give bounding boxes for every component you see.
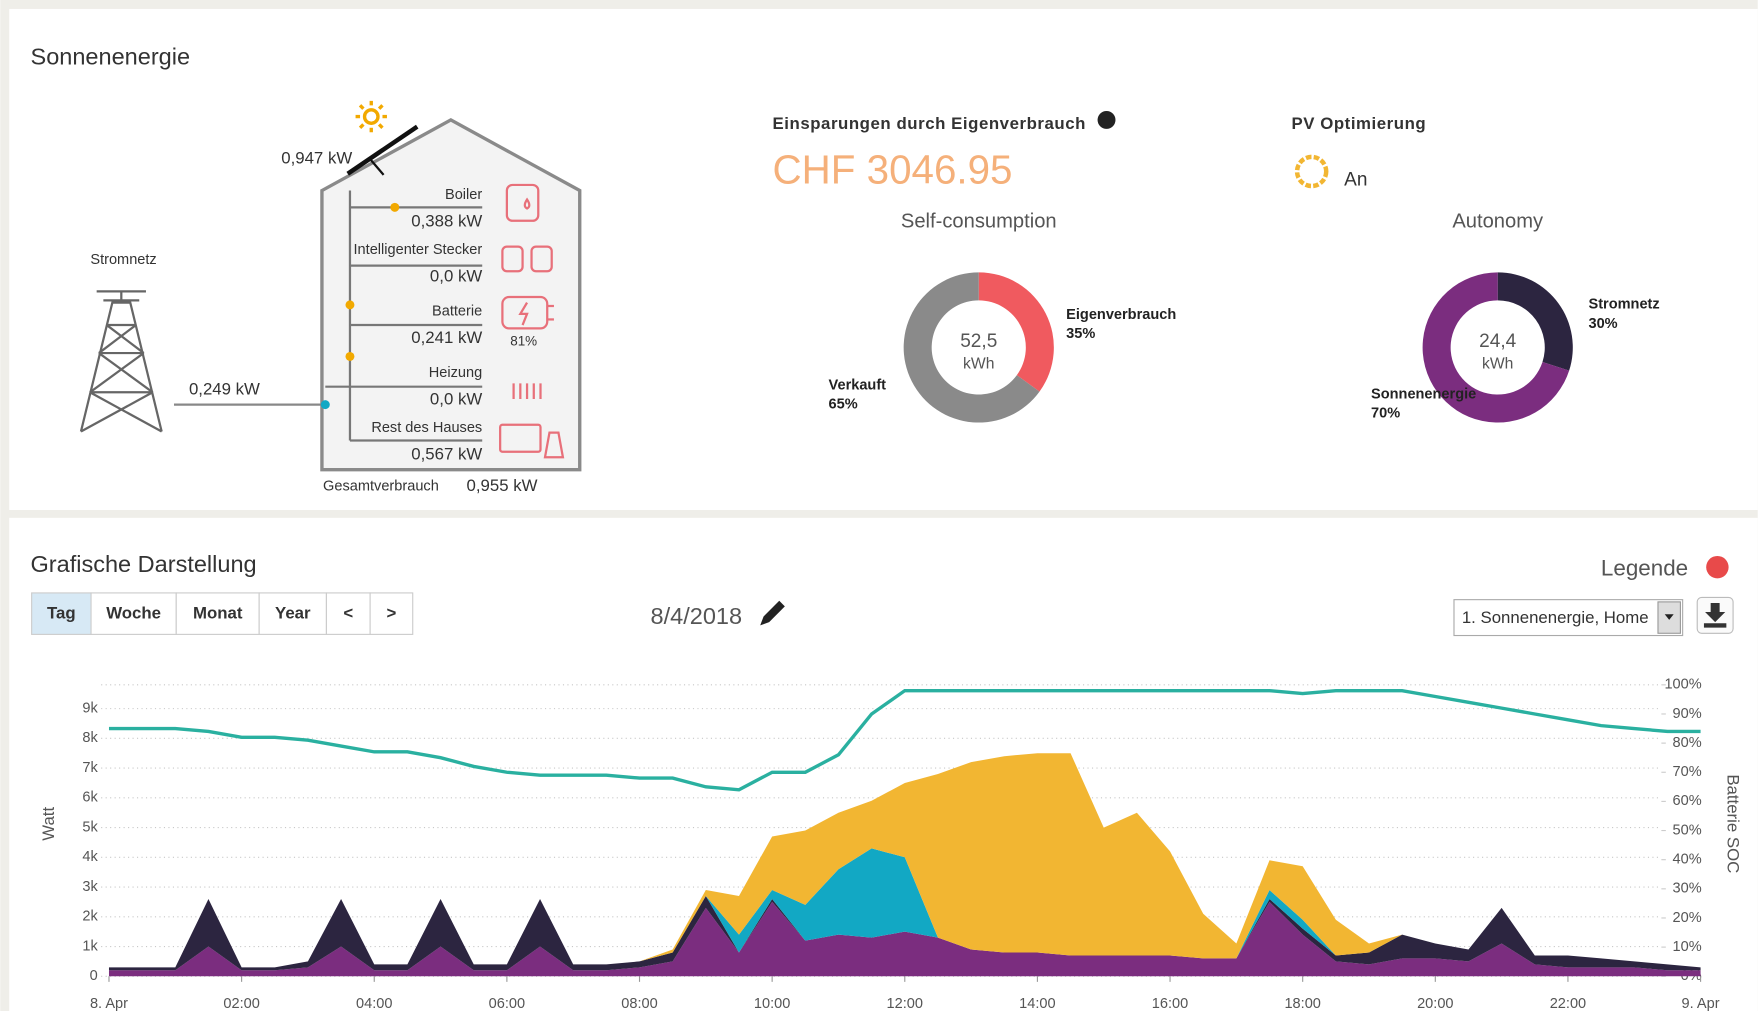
y-tick-label: 4k bbox=[82, 849, 98, 865]
load-power: 0,0 kW bbox=[430, 390, 482, 409]
y-tick-label: 3k bbox=[82, 879, 98, 895]
button-label: Tag bbox=[47, 604, 76, 623]
x-tick-label: 18:00 bbox=[1284, 996, 1320, 1011]
y-tick-label: 0 bbox=[90, 968, 98, 984]
y-axis-label: Watt bbox=[39, 807, 58, 841]
center-value: 52,5 bbox=[960, 331, 997, 352]
info-icon[interactable] bbox=[1706, 556, 1728, 578]
load-name: Rest des Hauses bbox=[371, 420, 482, 436]
savings-amount: CHF 3046.95 bbox=[773, 146, 1013, 192]
load-name: Boiler bbox=[445, 187, 482, 203]
slice-label: Stromnetz bbox=[1588, 297, 1659, 313]
date[interactable]: 8/4/2018 bbox=[651, 603, 743, 629]
y-tick-label: 6k bbox=[82, 790, 98, 806]
load-power: 0,241 kW bbox=[411, 328, 482, 347]
slice-value: 70% bbox=[1371, 405, 1400, 421]
y2-tick-label: 50% bbox=[1673, 822, 1702, 838]
y2-tick-label: 30% bbox=[1673, 881, 1702, 897]
load-name: Batterie bbox=[432, 303, 482, 319]
load-name: Heizung bbox=[429, 365, 482, 381]
info-icon[interactable] bbox=[1098, 111, 1116, 129]
y2-tick-label: 100% bbox=[1664, 677, 1701, 693]
x-tick-label: 08:00 bbox=[621, 996, 657, 1011]
battery-level: 81% bbox=[510, 333, 537, 348]
chart-title: Self-consumption bbox=[901, 210, 1057, 232]
y-tick-label: 9k bbox=[82, 700, 98, 716]
page: Sonnenenergie 0,947 kW Stromnetz 0,249 k… bbox=[0, 0, 1758, 1011]
button-label: > bbox=[387, 604, 397, 623]
slice-label: Eigenverbrauch bbox=[1066, 307, 1176, 323]
slice-value: 65% bbox=[829, 396, 858, 412]
grid-name: Stromnetz bbox=[90, 252, 156, 268]
y2-axis-label: Batterie SOC bbox=[1724, 774, 1743, 873]
pv-power: 0,947 kW bbox=[281, 149, 352, 168]
load-power: 0,388 kW bbox=[411, 211, 482, 230]
load-power: 0,0 kW bbox=[430, 266, 482, 285]
button-label: Monat bbox=[193, 604, 243, 623]
center-value: 24,4 bbox=[1479, 331, 1516, 352]
select-value: 1. Sonnenenergie, Home bbox=[1462, 608, 1649, 627]
x-tick-label: 12:00 bbox=[887, 996, 923, 1011]
y-tick-label: 7k bbox=[82, 760, 98, 776]
button-label: Year bbox=[275, 604, 311, 623]
grid-power: 0,249 kW bbox=[189, 379, 260, 398]
y-tick-label: 2k bbox=[82, 909, 98, 925]
panel-title: Sonnenenergie bbox=[31, 44, 191, 70]
panel-title: Grafische Darstellung bbox=[31, 551, 257, 577]
chart-title: Autonomy bbox=[1452, 210, 1544, 232]
x-tick-label: 14:00 bbox=[1019, 996, 1055, 1011]
x-tick-label: 22:00 bbox=[1550, 996, 1586, 1011]
total-power: 0,955 kW bbox=[467, 476, 538, 495]
screen: Sonnenenergie 0,947 kW Stromnetz 0,249 k… bbox=[0, 0, 1758, 1011]
y2-tick-label: 20% bbox=[1673, 910, 1702, 926]
y2-tick-label: 90% bbox=[1673, 706, 1702, 722]
x-tick-label: 04:00 bbox=[356, 996, 392, 1011]
y-tick-label: 1k bbox=[82, 938, 98, 954]
x-tick-label: 10:00 bbox=[754, 996, 790, 1011]
solar-panel bbox=[9, 9, 1758, 510]
button-label: Woche bbox=[106, 604, 161, 623]
y-tick-label: 5k bbox=[82, 819, 98, 835]
slice-label: Verkauft bbox=[829, 377, 887, 393]
total-name: Gesamtverbrauch bbox=[323, 478, 439, 494]
x-tick-label: 02:00 bbox=[223, 996, 259, 1011]
center-unit: kWh bbox=[1482, 355, 1513, 372]
y2-tick-label: 70% bbox=[1673, 764, 1702, 780]
y2-tick-label: 80% bbox=[1673, 735, 1702, 751]
y2-tick-label: 60% bbox=[1673, 793, 1702, 809]
slice-value: 30% bbox=[1588, 316, 1617, 332]
x-tick-label: 20:00 bbox=[1417, 996, 1453, 1011]
pv-title: PV Optimierung bbox=[1291, 114, 1426, 133]
button-group: Tag Woche Monat Year < > bbox=[32, 593, 413, 634]
x-tick-label: 9. Apr bbox=[1682, 996, 1720, 1011]
slice-value: 35% bbox=[1066, 326, 1095, 342]
button-label: < bbox=[343, 604, 353, 623]
load-power: 0,567 kW bbox=[411, 444, 482, 463]
y2-tick-label: 10% bbox=[1673, 939, 1702, 955]
y2-tick-label: 40% bbox=[1673, 852, 1702, 868]
pv-status: An bbox=[1344, 169, 1367, 190]
center-unit: kWh bbox=[963, 355, 994, 372]
x-tick-label: 8. Apr bbox=[90, 996, 128, 1011]
slice-label: Sonnenenergie bbox=[1371, 386, 1476, 402]
x-tick-label: 16:00 bbox=[1152, 996, 1188, 1011]
y-tick-label: 8k bbox=[82, 730, 98, 746]
x-tick-label: 06:00 bbox=[489, 996, 525, 1011]
legend-toggle[interactable]: Legende bbox=[1601, 555, 1688, 580]
savings-title: Einsparungen durch Eigenverbrauch bbox=[773, 114, 1086, 133]
load-name: Intelligenter Stecker bbox=[354, 242, 483, 258]
